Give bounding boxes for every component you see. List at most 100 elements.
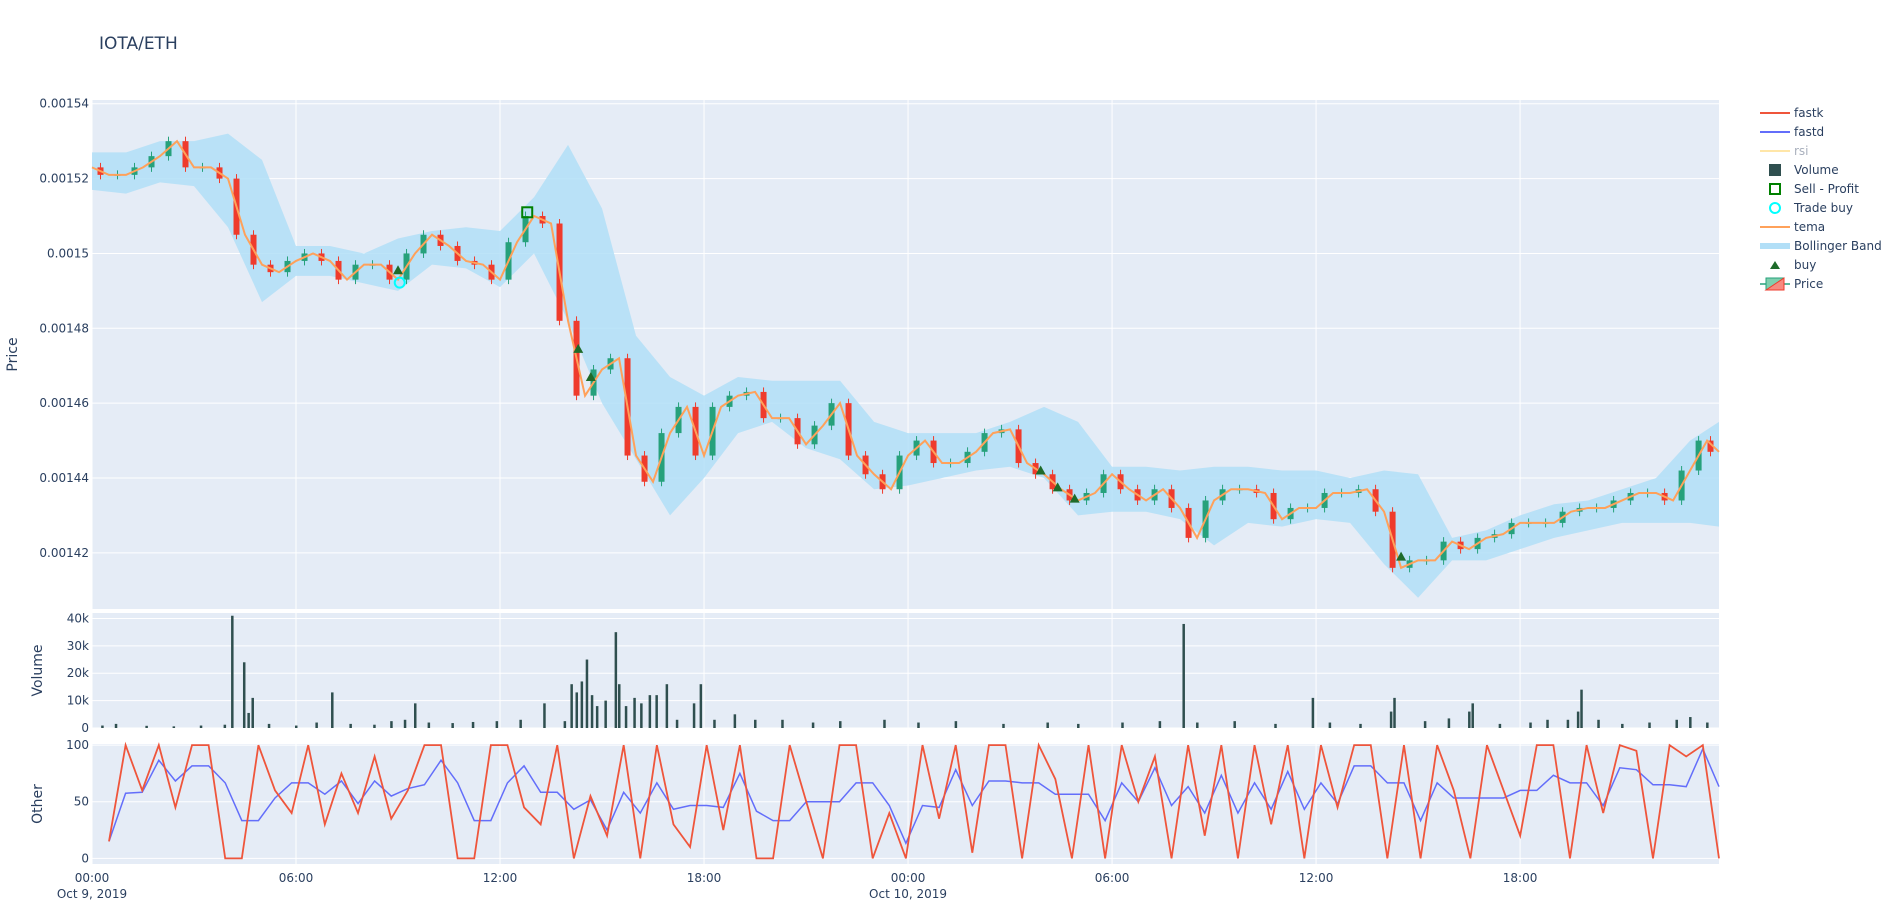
price-plot-area [92, 100, 1719, 609]
price-axis-title: Price [5, 337, 21, 371]
volume-bar [1002, 723, 1005, 728]
volume-bar [1389, 711, 1393, 728]
volume-ytick-label: 0 [81, 721, 89, 735]
volume-bar [1182, 623, 1185, 728]
legend-item-rsi[interactable]: rsi [1760, 144, 1809, 158]
volume-bar [1233, 721, 1236, 728]
volume-bar [1648, 722, 1651, 728]
volume-bar [403, 719, 407, 728]
volume-bar [1046, 722, 1049, 728]
xtick-date-label: Oct 9, 2019 [57, 887, 127, 901]
xtick-label: 18:00 [1503, 871, 1538, 885]
volume-bar [145, 725, 148, 728]
volume-bar [883, 719, 886, 728]
volume-bar [1498, 723, 1502, 728]
price-ytick-label: 0.00144 [39, 471, 89, 485]
legend[interactable]: fastk fastd rsi Volume Sell - Profit Trade bu… [1760, 106, 1882, 291]
other-ytick-label: 0 [81, 851, 89, 865]
candle-down-icon [1764, 277, 1785, 291]
price-ytick-label: 0.00142 [39, 546, 89, 560]
volume-bar [543, 703, 546, 728]
legend-item-sell-profit[interactable]: Sell - Profit [1769, 182, 1859, 196]
square-icon [1769, 164, 1781, 176]
volume-bar [114, 723, 118, 728]
legend-item-tema[interactable]: tema [1760, 220, 1825, 234]
volume-bar [1158, 721, 1162, 728]
volume-bar [665, 684, 669, 728]
volume-bar [495, 721, 499, 728]
buy-marker [1069, 493, 1080, 503]
volume-bar [699, 684, 703, 728]
price-ytick-label: 0.00154 [39, 97, 89, 111]
volume-bar [223, 724, 227, 728]
price-ytick-label: 0.00148 [39, 321, 89, 335]
price-ytick-label: 0.00146 [39, 396, 89, 410]
volume-bar [451, 723, 454, 728]
xtick-label: 12:00 [483, 871, 518, 885]
volume-bar [1468, 711, 1471, 728]
volume-axis-title: Volume [30, 644, 46, 696]
volume-bar [1621, 723, 1624, 728]
volume-bar [1274, 723, 1277, 728]
volume-bar [331, 692, 334, 728]
volume-bar [413, 703, 417, 728]
xtick-label: 00:00 [75, 871, 110, 885]
square-open-icon [1769, 183, 1781, 195]
volume-plot-area [92, 613, 1719, 728]
other-ytick-label: 100 [66, 738, 89, 752]
volume-bar [231, 615, 234, 728]
price-ytick-label: 0.00152 [39, 172, 89, 186]
circle-open-icon [1769, 202, 1781, 214]
volume-bar [811, 722, 815, 728]
xtick-date-label: Oct 10, 2019 [869, 887, 947, 901]
chart-title: IOTA/ETH [99, 34, 178, 54]
buy-marker [1035, 465, 1046, 475]
legend-label: Trade buy [1793, 201, 1853, 215]
volume-bar [580, 681, 584, 728]
xtick-label: 06:00 [1095, 871, 1130, 885]
volume-bar [692, 703, 696, 728]
volume-bar [1328, 722, 1332, 728]
volume-bar [1471, 703, 1474, 728]
legend-label: Price [1794, 277, 1823, 291]
legend-item-price[interactable]: Price [1760, 277, 1823, 291]
legend-label: fastk [1794, 106, 1824, 120]
legend-item-trade-buy[interactable]: Trade buy [1769, 201, 1853, 215]
volume-bar [247, 712, 250, 728]
volume-bar [675, 719, 679, 728]
volume-bar [199, 725, 203, 728]
volume-bar [1077, 723, 1080, 728]
volume-bar [1566, 719, 1570, 728]
volume-bar [640, 703, 643, 728]
volume-bar [267, 723, 271, 728]
legend-item-fastk[interactable]: fastk [1760, 106, 1824, 120]
buy-marker [573, 343, 584, 353]
legend-label: Bollinger Band [1794, 239, 1882, 253]
triangle-up-icon [1770, 261, 1780, 269]
volume-bar [1196, 722, 1199, 728]
volume-ytick-label: 10k [67, 694, 89, 708]
bollinger-band [92, 133, 1719, 598]
other-plot-area [92, 744, 1719, 864]
legend-item-buy[interactable]: buy [1770, 258, 1816, 272]
volume-bar [315, 722, 318, 728]
volume-bar [519, 719, 522, 728]
legend-item-bollinger-band[interactable]: Bollinger Band [1760, 239, 1882, 253]
volume-bar [585, 659, 589, 728]
volume-bar [1529, 722, 1532, 728]
volume-bar [349, 723, 352, 728]
volume-bar [624, 706, 628, 728]
other-axis-title: Other [30, 784, 46, 824]
volume-bar [648, 695, 652, 728]
volume-bar [595, 706, 599, 728]
volume-bar [655, 695, 658, 728]
price-candle [1707, 440, 1714, 452]
volume-bar [373, 724, 376, 728]
legend-item-volume[interactable]: Volume [1769, 163, 1839, 177]
legend-label: rsi [1794, 144, 1809, 158]
legend-item-fastd[interactable]: fastd [1760, 125, 1824, 139]
volume-bar [172, 726, 176, 728]
volume-bar [1706, 722, 1709, 728]
volume-ytick-label: 40k [67, 611, 89, 625]
